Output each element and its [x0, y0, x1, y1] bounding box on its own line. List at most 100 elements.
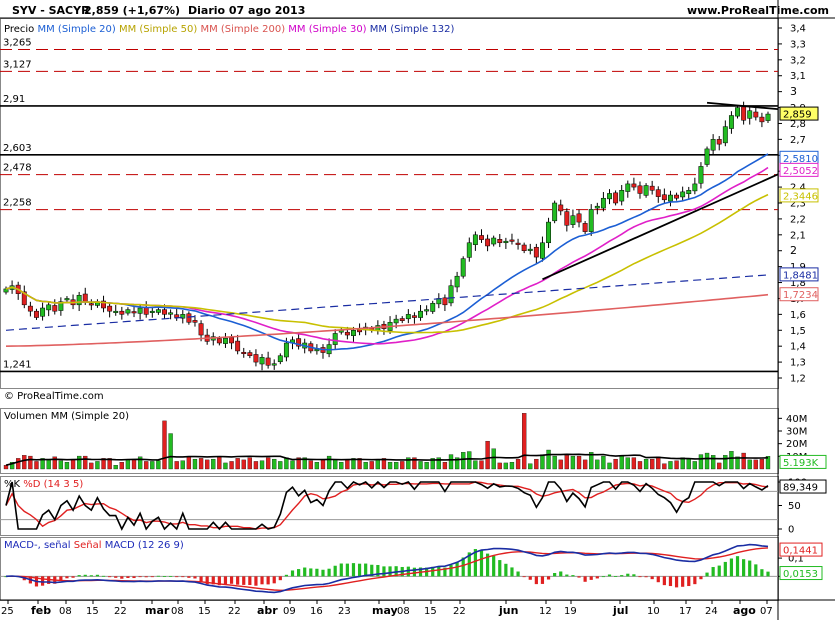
- candle: [192, 320, 198, 323]
- candle: [64, 298, 70, 301]
- candle: [728, 115, 734, 129]
- volume-bar: [229, 461, 234, 470]
- vol-ytick-label: 20M: [786, 439, 807, 450]
- macd-hist-bar: [223, 576, 228, 585]
- macd-hist-bar: [607, 574, 612, 577]
- macd-hist-bar: [162, 576, 167, 578]
- volume-bar: [765, 456, 771, 470]
- macd-params-label: MACD (12 26 9): [104, 540, 184, 551]
- candle: [247, 352, 253, 356]
- macd-hist-bar: [546, 576, 551, 580]
- candle: [594, 205, 600, 209]
- mm20-legend: MM (Simple 20): [37, 24, 116, 35]
- macd-hist-bar: [236, 576, 240, 585]
- price-ytick-label: 3,4: [790, 24, 806, 35]
- candle: [643, 185, 649, 196]
- volume-bar: [131, 458, 137, 470]
- volume-bar: [46, 459, 51, 470]
- candle: [88, 303, 94, 306]
- candle: [149, 310, 155, 313]
- candle: [600, 197, 606, 209]
- xtick-label: 15: [198, 606, 211, 617]
- site-url[interactable]: www.ProRealTime.com: [686, 4, 829, 17]
- volume-bar: [564, 455, 569, 470]
- macd-label: MACD-, señal: [4, 540, 71, 551]
- macd-hist-bar: [705, 572, 709, 577]
- last-value-label: 2,5052: [783, 166, 818, 177]
- candle: [125, 309, 131, 314]
- volume-bar: [168, 433, 173, 470]
- volume-bar: [150, 461, 155, 470]
- candle: [527, 248, 533, 251]
- volume-bar: [601, 455, 606, 470]
- volume-mm-label: MM (Simple 20): [50, 411, 130, 422]
- volume-bar: [107, 458, 112, 470]
- volume-bar: [351, 458, 356, 470]
- candle: [491, 237, 497, 245]
- volume-bar: [314, 462, 320, 470]
- macd-hist-bar: [309, 568, 313, 577]
- vol-last-label: 5.193K: [783, 458, 819, 469]
- volume-bar: [52, 456, 57, 470]
- macd-hist-bar: [699, 576, 703, 580]
- volume-bar: [759, 458, 765, 470]
- macd-hist-bar: [455, 562, 459, 577]
- macd-hist-bar: [77, 575, 81, 577]
- xtick-label: 08: [397, 606, 410, 617]
- volume-bar: [589, 452, 594, 470]
- volume-bar: [503, 462, 509, 470]
- volume-bar: [302, 457, 307, 470]
- candle: [418, 310, 423, 318]
- macd-hist-bar: [388, 566, 392, 577]
- macd-hist-bar: [626, 573, 630, 577]
- volume-bar: [156, 460, 161, 470]
- candle: [155, 309, 161, 313]
- mm200-legend: MM (Simple 200): [200, 24, 286, 35]
- volume-bar: [723, 455, 728, 470]
- macd-hist-bar: [565, 574, 569, 577]
- candle: [741, 106, 747, 121]
- volume-bar: [217, 456, 222, 470]
- macd-hist-bar: [754, 564, 758, 577]
- xtick-label: may: [372, 604, 398, 617]
- level-label: 2,91: [3, 94, 25, 105]
- price-ytick-label: 2: [790, 244, 797, 257]
- macd-hist-bar: [71, 576, 75, 578]
- stoch-ytick-label: 0: [788, 525, 794, 536]
- macd-hist-bar: [601, 576, 606, 578]
- volume-legend: Volumen MM (Simple 20): [4, 411, 129, 422]
- candle: [143, 307, 149, 315]
- xtick-label: 15: [424, 606, 437, 617]
- candle: [698, 166, 704, 184]
- price-ytick-label: 2,7: [790, 135, 806, 146]
- candle: [180, 314, 186, 319]
- volume-bar: [40, 458, 45, 470]
- candle: [216, 338, 222, 344]
- volume-bar: [430, 458, 435, 470]
- volume-bar: [436, 457, 441, 470]
- volume-label: Volumen: [4, 411, 48, 422]
- macd-hist-bar: [290, 570, 295, 577]
- level-label: 2,478: [3, 163, 32, 174]
- candle: [485, 238, 491, 247]
- volume-bar: [643, 458, 649, 470]
- volume-bar: [387, 462, 393, 470]
- mm50-line: [5, 193, 769, 334]
- volume-bar: [345, 459, 350, 470]
- candle: [3, 288, 9, 293]
- stoch-d-label: %D (14 3 5): [23, 479, 84, 490]
- volume-bar: [235, 458, 240, 470]
- volume-bar: [491, 448, 496, 470]
- macd-hist-bar: [175, 576, 179, 578]
- candle: [479, 235, 484, 240]
- volume-bar: [265, 457, 271, 470]
- volume-bar: [333, 459, 338, 470]
- candle: [582, 223, 588, 232]
- stoch-ytick-label: 50: [788, 501, 801, 512]
- macd-hist-bar: [620, 575, 624, 577]
- xtick-label: 08: [59, 606, 72, 617]
- volume-bar: [278, 461, 283, 470]
- candle: [131, 311, 137, 314]
- macd-hist-bar: [498, 560, 502, 577]
- volume-bar: [534, 458, 539, 470]
